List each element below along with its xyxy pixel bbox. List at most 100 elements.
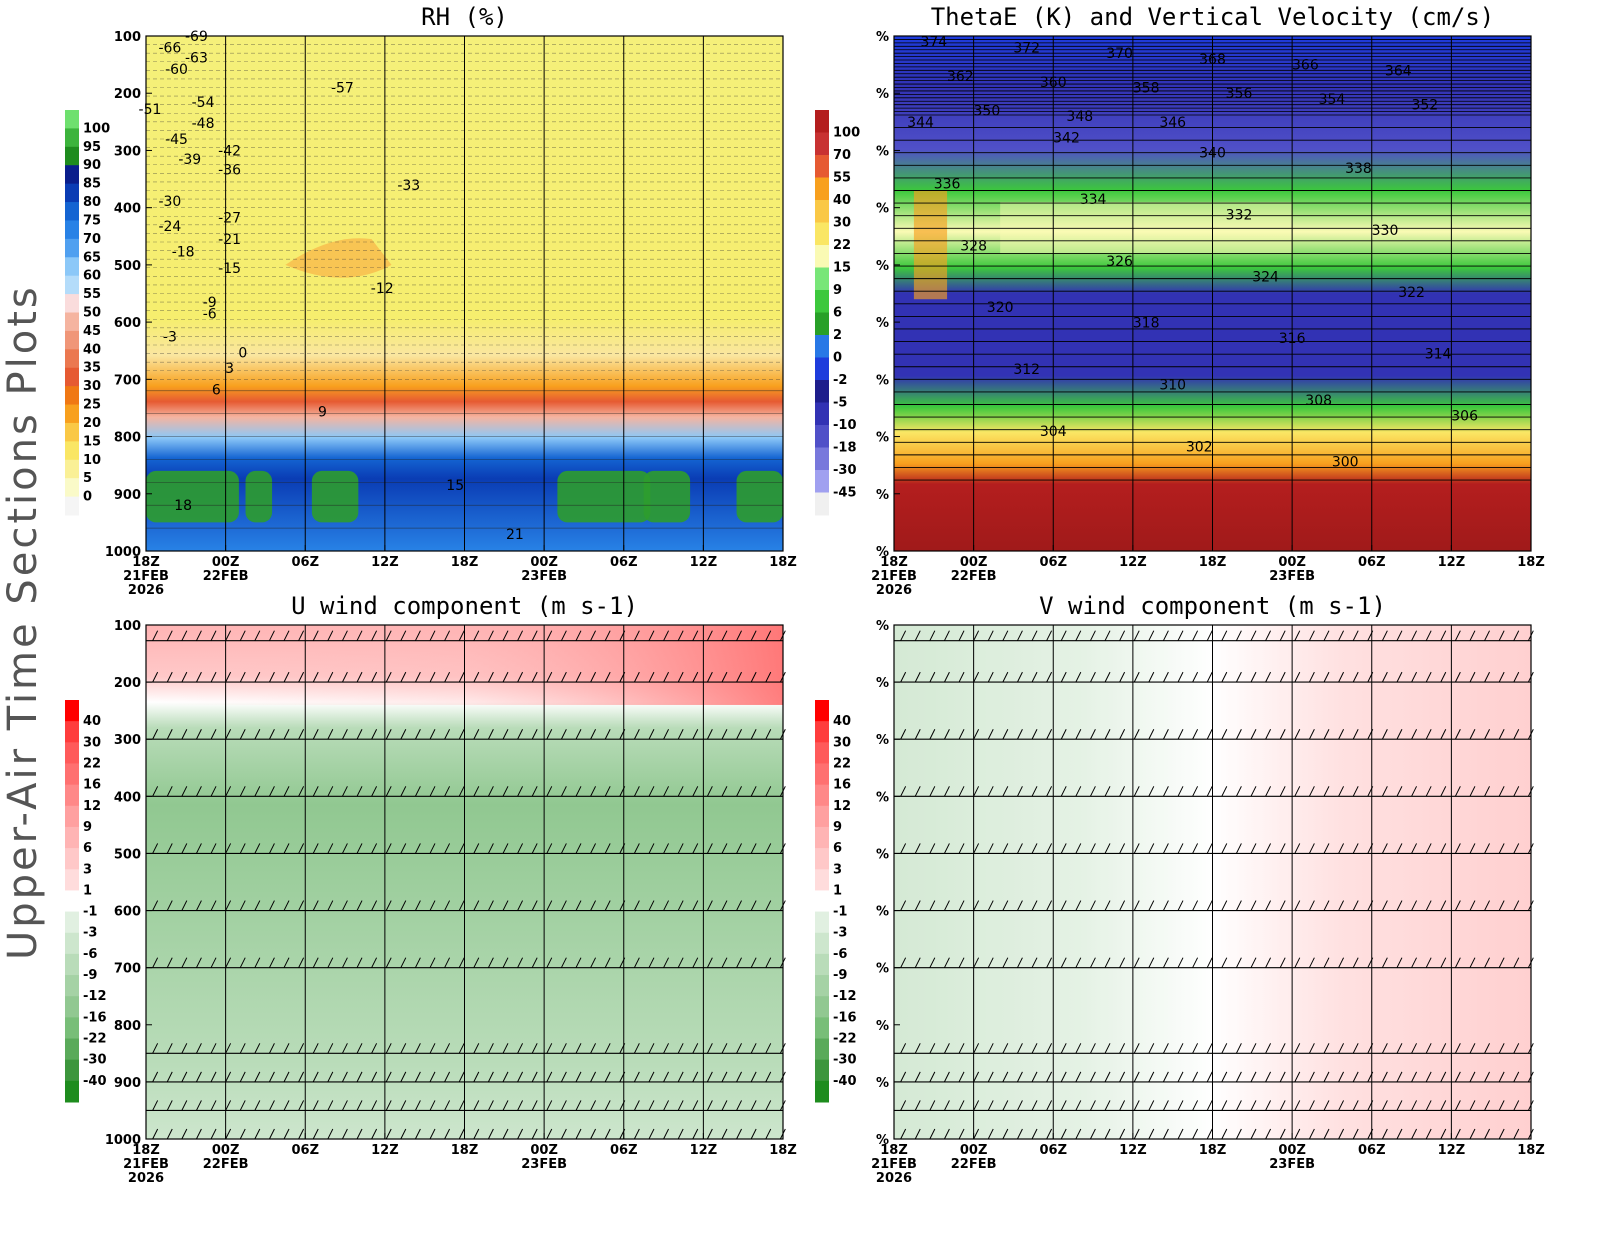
rh-xtick-label: 18Z: [132, 555, 160, 570]
u-barb-flag: [692, 1043, 699, 1054]
v-barb-flag: [900, 1043, 907, 1054]
v-barb-flag: [1235, 728, 1242, 740]
rh-colorbar-swatch: [65, 202, 79, 221]
v-barb-flag: [1206, 957, 1213, 968]
rh-colorbar-label: 65: [83, 250, 101, 265]
v-ytick-label: %: [876, 1133, 889, 1148]
u-barb-flag: [473, 671, 480, 683]
v-barb-flag: [1454, 1128, 1461, 1140]
thetae-contour-label: 340: [1199, 146, 1226, 162]
v-barb-flag: [914, 630, 921, 641]
u-barb-flag: [341, 1071, 348, 1083]
v-barb-flag: [1498, 728, 1505, 740]
v-barb-flag: [1308, 728, 1315, 740]
v-barb-flag: [1031, 1100, 1038, 1111]
u-barb-flag: [575, 957, 582, 968]
v-barb-flag: [1002, 843, 1009, 854]
v-barb-flag: [1192, 1071, 1199, 1083]
u-barb-flag: [560, 1043, 567, 1054]
u-barb-flag: [385, 957, 392, 968]
u-barb-flag: [254, 843, 261, 854]
u-barb-flag: [473, 843, 480, 854]
u-colorbar-label: 16: [83, 778, 101, 793]
u-barb-flag: [152, 843, 159, 854]
v-colorbar-swatch: [815, 742, 829, 764]
v-barb-flag: [943, 1128, 950, 1140]
u-barb-flag: [166, 1100, 173, 1111]
u-barb-flag: [210, 630, 217, 641]
u-barb-flag: [327, 1100, 334, 1111]
u-barb-flag: [239, 843, 246, 854]
v-barb-flag: [987, 1100, 994, 1111]
v-barb-flag: [1060, 900, 1067, 911]
v-barb-flag: [1484, 900, 1490, 911]
u-barb-flag: [327, 671, 334, 683]
v-barb-flag: [1338, 957, 1345, 968]
u-barb-flag: [590, 728, 597, 740]
v-barb-flag: [1294, 630, 1301, 641]
thetae-contour-label: 360: [1040, 75, 1067, 91]
v-barb-flag: [1396, 1043, 1403, 1054]
rh-ytick-label: 500: [114, 259, 141, 274]
u-barb-flag: [633, 1043, 640, 1054]
u-barb-flag: [458, 957, 465, 968]
v-barb-flag: [1162, 957, 1169, 968]
u-barb-flag: [268, 900, 275, 911]
u-colorbar-swatch: [65, 1080, 79, 1103]
v-xdate-label: 21FEB: [871, 1157, 917, 1172]
v-barb-flag: [1133, 1071, 1140, 1083]
u-barb-flag: [750, 843, 757, 854]
u-barb-flag: [414, 1100, 421, 1111]
v-barb-flag: [1469, 1071, 1476, 1083]
v-barb-flag: [1221, 671, 1228, 683]
u-colorbar-label: -22: [83, 1032, 107, 1047]
v-xtick-label: 06Z: [1358, 1143, 1386, 1158]
u-barb-flag: [502, 843, 509, 854]
u-barb-flag: [750, 630, 757, 641]
u-barb-flag: [546, 786, 553, 797]
rh-contour-label: -48: [192, 116, 215, 132]
u-barb-flag: [721, 1100, 728, 1111]
rh-ytick-label: 200: [114, 87, 141, 102]
u-barb-flag: [385, 786, 392, 797]
u-barb-flag: [458, 843, 465, 854]
u-barb-flag: [765, 1043, 772, 1054]
u-barb-flag: [663, 671, 670, 683]
u-barb-flag: [298, 630, 305, 641]
u-barb-flag: [560, 630, 567, 641]
v-barb-flag: [973, 1128, 980, 1140]
u-barb-flag: [575, 1100, 582, 1111]
u-barb-flag: [517, 900, 524, 911]
u-barb-flag: [268, 843, 275, 854]
v-barb-flag: [900, 728, 907, 740]
u-barb-flag: [721, 1071, 728, 1083]
u-barb-flag: [254, 1043, 261, 1054]
rh-moist-pocket-3: [557, 470, 651, 523]
u-barb-flag: [502, 900, 509, 911]
v-barb-flag: [1162, 728, 1169, 740]
u-barb-flag: [546, 957, 553, 968]
u-ytick-label: 200: [114, 676, 141, 691]
v-barb-flag: [1411, 728, 1418, 740]
v-barb-flag: [1060, 957, 1067, 968]
v-barb-flag: [900, 671, 907, 683]
v-colorbar-swatch: [815, 975, 829, 997]
u-barb-flag: [210, 900, 217, 911]
u-barb-flag: [166, 843, 173, 854]
v-barb-flag: [1381, 957, 1388, 968]
v-barb-flag: [987, 630, 994, 641]
v-barb-flag: [1031, 843, 1038, 854]
u-barb-flag: [721, 786, 728, 797]
v-barb-flag: [1411, 843, 1418, 854]
v-barb-flag: [1338, 1100, 1345, 1111]
v-barb-flag: [1352, 630, 1359, 641]
rh-colorbar-label: 15: [83, 434, 101, 449]
u-barb-flag: [487, 1128, 494, 1140]
u-barb-flag: [560, 843, 567, 854]
v-barb-flag: [914, 671, 921, 683]
v-barb-flag: [1031, 1043, 1038, 1054]
v-barb-flag: [1089, 728, 1096, 740]
u-barb-flag: [312, 786, 319, 797]
u-barb-flag: [531, 843, 538, 854]
u-barb-flag: [444, 1128, 451, 1140]
